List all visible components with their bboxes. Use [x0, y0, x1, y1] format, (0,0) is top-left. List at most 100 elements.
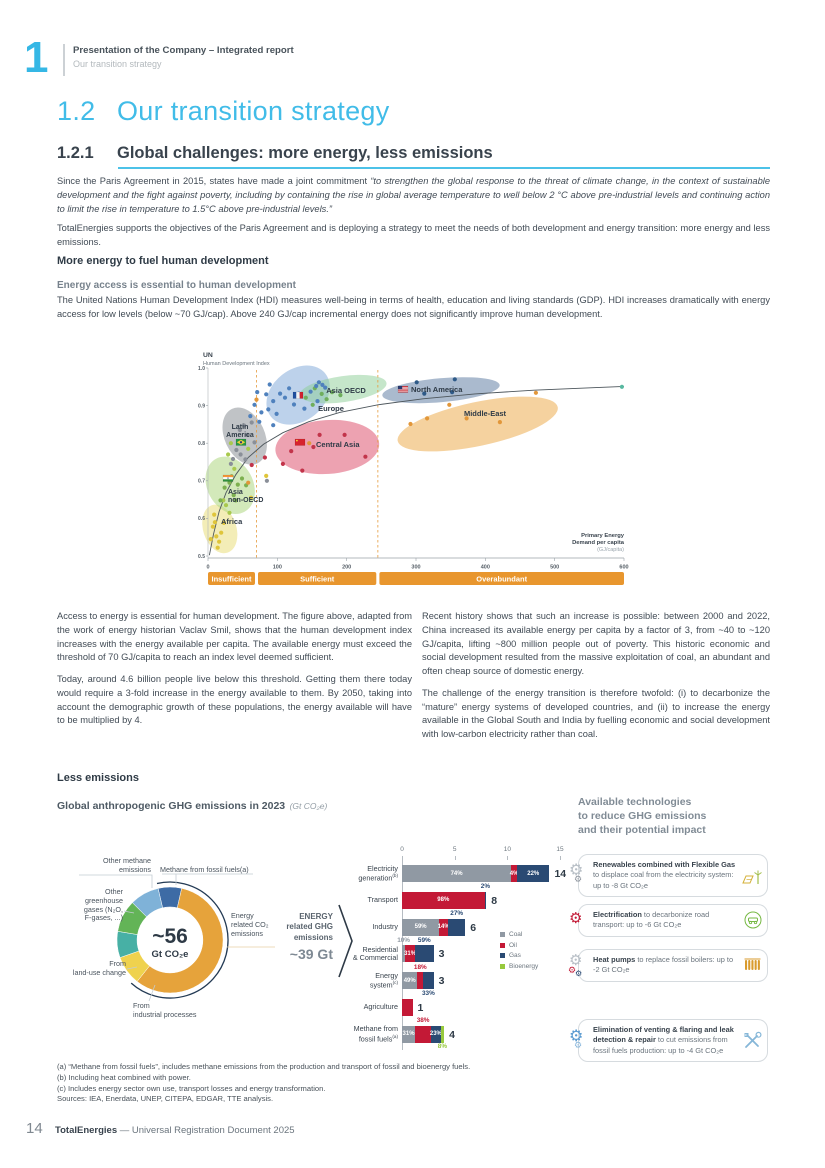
scatter-dot: [266, 407, 271, 412]
bar-row: 74% 4% 22%: [402, 865, 550, 882]
header-title: Presentation of the Company – Integrated…: [73, 45, 294, 56]
text-column-left: Access to energy is essential for human …: [57, 610, 412, 728]
scatter-dot: [274, 411, 279, 416]
scatter-dot: [233, 498, 238, 503]
scatter-dot: [264, 478, 269, 483]
scatter-dot: [317, 432, 322, 437]
footnote-line: Sources: IEA, Enerdata, UNEP, CITEPA, ED…: [57, 1094, 274, 1104]
x-tick-label: 200: [342, 565, 351, 571]
region-label: UN: [203, 352, 213, 359]
bar-row-label: Electricity generation(b): [358, 863, 398, 883]
scatter-dot: [264, 392, 269, 397]
scatter-dot: [248, 495, 254, 500]
page-number: 14: [26, 1120, 43, 1137]
scatter-dot: [289, 449, 294, 454]
y-tick-label: 1.0: [198, 366, 205, 372]
scatter-dot: [252, 402, 257, 407]
scatter-dot: [252, 440, 257, 445]
scatter-dot: [310, 402, 315, 407]
col1-paragraph-1: Access to energy is essential for human …: [57, 611, 412, 663]
region-label: Asia non-OECD: [228, 489, 263, 504]
region-label: Africa: [221, 517, 243, 526]
bar-row: 49%: [402, 972, 434, 990]
subsection-underline: [118, 167, 770, 169]
scatter-dot: [249, 420, 254, 425]
donut-center-unit: Gt CO₂e: [152, 949, 189, 960]
scatter-dot: [232, 466, 237, 471]
footnote-line: (b) Including heat combined with power.: [57, 1072, 191, 1082]
region-ellipse-north-america: [382, 377, 500, 404]
donut-callout: Other greenhouse gases (N₂O, F-gases, ..…: [83, 887, 123, 923]
footnotes: (a) “Methane from fossil fuels”, include…: [57, 1062, 762, 1105]
legend-item-bioenergy: Bioenergy: [500, 963, 538, 970]
bar-segment-oil: 98%: [402, 891, 485, 909]
bar-total-label: 8: [491, 894, 498, 907]
band-label: Sufficient: [300, 575, 335, 584]
scatter-dot: [287, 386, 292, 391]
chevron-right-icon: [338, 904, 353, 978]
bar-axis-tick: [507, 856, 509, 860]
scatter-dot: [264, 473, 269, 478]
donut-callout: Energy related CO₂ emissions: [231, 911, 269, 938]
region-label: Latin America: [226, 424, 254, 439]
scatter-dot: [212, 512, 217, 517]
tech-card-4: Elimination of venting & flaring and lea…: [569, 1019, 768, 1063]
region-ellipse-middle-east: [397, 396, 558, 452]
scatter-dot: [246, 480, 251, 485]
scatter-dot: [223, 503, 229, 508]
scatter-dot: [226, 452, 231, 457]
hdi-paragraph: The United Nations Human Development Ind…: [57, 295, 770, 319]
tech-card-1: Renewables combined with Flexible Gas to…: [569, 854, 768, 898]
running-header: Presentation of the Company – Integrated…: [73, 45, 294, 69]
gear-icon: ⚙: [574, 875, 583, 885]
scatter-chart-svg: 0 100 200 300 400 500 600 1.0 0.9 0.8 0.7 0.6 0.5 Ins…: [198, 352, 629, 585]
bar-axis-tick: [402, 856, 403, 860]
legend-swatch: [500, 963, 505, 969]
bar-axis-tick-label: 15: [556, 846, 564, 853]
footnote-line: (a) “Methane from fossil fuels”, include…: [57, 1062, 471, 1071]
scatter-dot: [447, 402, 452, 407]
tech-card-2: Electrification to decarbonize road tran…: [569, 904, 768, 937]
bar-row-label: Agriculture: [363, 1002, 398, 1012]
donut-slice-1: [136, 888, 224, 994]
sector-emissions-bar-chart: 0 5 10 15 Electricity generation(b) 74% 4% 22% 1…: [352, 845, 570, 1085]
y-tick-label: 0.6: [198, 516, 205, 522]
bar-segment-gas: 22%: [517, 865, 550, 882]
scatter-dot: [323, 385, 328, 390]
scatter-dot: [262, 455, 267, 460]
energy-access-subheading: Energy access is essential to human deve…: [57, 280, 296, 291]
paris-agreement-quote: “to strengthen the global response to th…: [57, 176, 770, 214]
scatter-dot: [237, 427, 242, 433]
band-label: Overabundant: [476, 575, 527, 584]
intro-paragraph-1: Since the Paris Agreement in 2015, state…: [57, 175, 770, 216]
footer-brand: TotalEnergies: [55, 1125, 118, 1136]
header-subtitle: Our transition strategy: [73, 59, 162, 69]
energy-ghg-outer-arc: [130, 881, 229, 999]
scatter-dot: [212, 520, 217, 525]
bar-segment-gas: [484, 891, 487, 909]
bar-segment-coal: 49%: [402, 972, 418, 990]
bar-segment-label: 59%: [417, 936, 431, 944]
donut-callout: From industrial processes: [133, 1001, 197, 1019]
scatter-dot: [308, 389, 313, 394]
bar-total-label: 3: [438, 948, 445, 961]
scatter-dot: [267, 382, 272, 387]
scatter-dot: [255, 390, 260, 395]
legend-swatch: [500, 932, 505, 937]
scatter-dot: [291, 402, 297, 407]
scatter-dot: [219, 530, 224, 535]
ghg-chart-title-row: Global anthropogenic GHG emissions in 20…: [57, 796, 327, 814]
scatter-dot: [422, 391, 427, 396]
bar-segment-label: 8%: [437, 1043, 448, 1051]
region-label: Europe: [318, 404, 344, 413]
donut-center-value: ~56: [152, 925, 188, 948]
scatter-dot: [300, 468, 305, 473]
region-label: Human Development Index: [203, 361, 270, 367]
y-tick-label: 0.7: [198, 479, 205, 485]
gear-icon: ⚙: [574, 1041, 583, 1051]
x-tick-label: 400: [481, 565, 490, 571]
bar-segment-gas: [423, 972, 434, 990]
callout-connector: [79, 874, 153, 888]
scatter-dot: [342, 432, 347, 437]
legend-swatch: [500, 942, 505, 948]
